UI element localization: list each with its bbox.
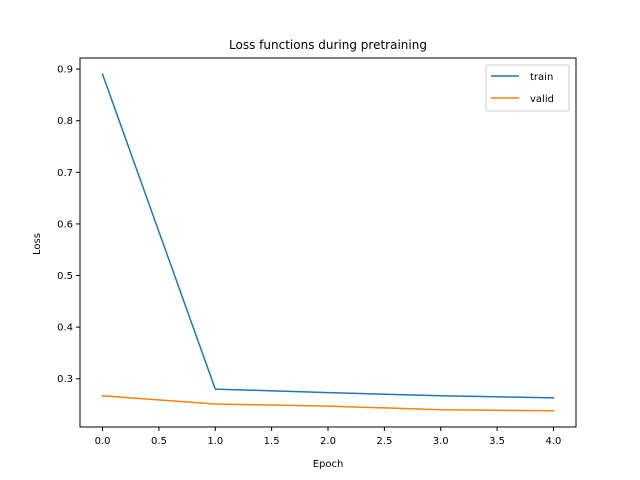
x-tick-label: 1.5: [264, 436, 280, 447]
legend-label-train: train: [530, 72, 553, 83]
x-tick-label: 2.0: [320, 436, 336, 447]
y-tick-label: 0.5: [57, 271, 73, 282]
x-tick-label: 0.5: [151, 436, 167, 447]
x-tick-label: 2.5: [376, 436, 392, 447]
y-tick-label: 0.6: [57, 219, 73, 230]
x-tick-label: 3.0: [433, 436, 449, 447]
y-tick-label: 0.3: [57, 374, 73, 385]
x-axis-label: Epoch: [313, 459, 344, 470]
x-axis-ticks: 0.0 0.5 1.0 1.5 2.0 2.5 3.0 3.5 4.0: [95, 427, 562, 447]
legend: train valid: [485, 64, 570, 112]
y-tick-label: 0.9: [57, 65, 73, 76]
x-tick-label: 1.0: [207, 436, 223, 447]
y-axis-ticks: 0.3 0.4 0.5 0.6 0.7 0.8 0.9: [57, 65, 80, 385]
x-tick-label: 3.5: [489, 436, 505, 447]
series-lines: [101, 73, 555, 412]
y-axis-label: Loss: [32, 233, 43, 255]
y-tick-label: 0.7: [57, 168, 73, 179]
plot-frame: [79, 57, 577, 428]
legend-box: [485, 64, 570, 112]
x-tick-label: 4.0: [546, 436, 562, 447]
legend-label-valid: valid: [530, 94, 554, 105]
chart-title: Loss functions during pretraining: [229, 38, 427, 52]
y-tick-label: 0.4: [57, 323, 73, 334]
x-tick-label: 0.0: [95, 436, 111, 447]
series-line-valid: [101, 394, 555, 412]
series-line-train: [101, 73, 555, 399]
y-tick-label: 0.8: [57, 116, 73, 127]
